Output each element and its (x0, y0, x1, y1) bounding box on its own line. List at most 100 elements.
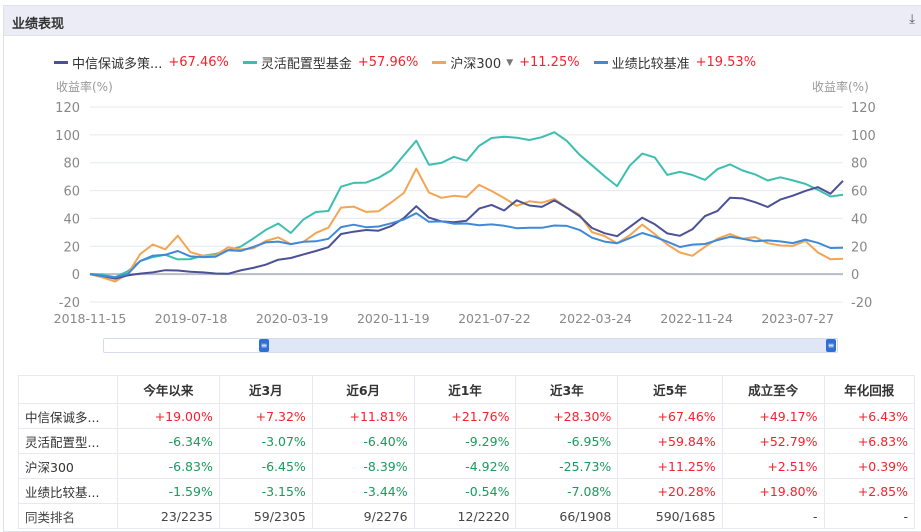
table-cell: -0.54% (413, 478, 517, 504)
legend-value: +11.25% (519, 55, 580, 70)
rank-row: 同类排名 23/2235 59/2305 9/2276 12/2220 66/1908 59… (18, 503, 916, 529)
row-label: 中信保诚多... (18, 403, 118, 429)
legend-item-benchmark[interactable]: 业绩比较基准 +19.53% (593, 53, 757, 72)
panel-header: 业绩表现 ⤓ (4, 6, 921, 36)
legend-value: +57.96% (357, 55, 419, 70)
legend-swatch (54, 61, 68, 64)
table-cell: +19.80% (721, 478, 825, 504)
column-header (18, 375, 118, 404)
legend-swatch (242, 61, 257, 64)
table-header-row: 今年以来 近3月 近6月 近1年 近3年 近5年 成立至今 年化回报 (18, 375, 916, 404)
y-tick-label-left: 60 (63, 185, 80, 200)
x-tick-label: 2022-03-24 (559, 311, 632, 326)
table-row: 中信保诚多... +19.00% +7.32% +11.81% +21.76% +28.3… (18, 403, 916, 429)
series-line (89, 167, 844, 283)
slider-handle-left[interactable]: ≡ (259, 339, 269, 352)
table-cell: -3.15% (218, 478, 313, 504)
table-row: 业绩比较基... -1.59% -3.15% -3.44% -0.54% -7.08% +2… (18, 478, 916, 504)
column-header: 近6月 (311, 375, 415, 404)
y-tick-label-right: 40 (851, 212, 868, 227)
table-cell: -6.83% (117, 453, 220, 479)
row-label: 业绩比较基... (18, 478, 118, 504)
y-axis-label-right: 收益率(%) (812, 80, 869, 94)
table-cell: +11.81% (311, 403, 415, 429)
caret-down-icon[interactable]: ▼ (506, 57, 514, 68)
x-tick-label: 2020-03-19 (256, 311, 329, 326)
table-row: 灵活配置型... -6.34% -3.07% -6.40% -9.29% -6.95% +5… (18, 428, 916, 454)
column-header: 年化回报 (823, 375, 916, 404)
table-row: 沪深300 -6.83% -6.45% -8.39% -4.92% -25.73% +11.… (18, 453, 916, 479)
table-cell: +0.39% (823, 453, 916, 479)
table-cell: +19.00% (117, 403, 220, 429)
table-cell: +11.25% (617, 453, 723, 479)
legend-label: 中信保诚多策... (72, 57, 163, 72)
y-tick-label-left: 0 (72, 268, 80, 283)
table-cell: 12/2220 (413, 503, 517, 529)
table-cell: +28.30% (515, 403, 619, 429)
y-tick-label-right: 0 (851, 268, 859, 283)
table-cell: 66/1908 (515, 503, 619, 529)
column-header: 近3月 (218, 375, 313, 404)
table-cell: 590/1685 (617, 503, 723, 529)
table-cell: +20.28% (617, 478, 723, 504)
range-slider[interactable]: ≡ ≡ (103, 338, 838, 353)
x-tick-label: 2023-07-27 (761, 311, 834, 326)
y-tick-label-right: 60 (851, 185, 868, 200)
y-axis-label-left: 收益率(%) (56, 80, 113, 94)
returns-table: 今年以来 近3月 近6月 近1年 近3年 近5年 成立至今 年化回报 中信保诚多... +19.… (18, 375, 916, 529)
table-cell: -6.95% (515, 428, 619, 454)
legend-item-fund[interactable]: 中信保诚多策... +67.46% (54, 53, 229, 72)
table-cell: -4.92% (413, 453, 517, 479)
table-cell: - (823, 503, 916, 529)
table-cell: +59.84% (617, 428, 723, 454)
legend-label: 沪深300 (450, 57, 502, 72)
series-line (89, 180, 844, 280)
table-cell: +6.83% (823, 428, 916, 454)
slider-selection[interactable] (264, 339, 830, 352)
table-cell: 9/2276 (311, 503, 415, 529)
y-tick-label-right: -20 (851, 296, 872, 311)
table-cell: -9.29% (413, 428, 517, 454)
column-header: 今年以来 (117, 375, 220, 404)
row-label: 灵活配置型... (18, 428, 118, 454)
table-cell: +6.43% (823, 403, 916, 429)
table-cell: -25.73% (515, 453, 619, 479)
x-tick-label: 2018-11-15 (54, 311, 127, 326)
x-tick-label: 2019-07-18 (155, 311, 228, 326)
slider-handle-right[interactable]: ≡ (826, 339, 836, 352)
table-cell: -8.39% (311, 453, 415, 479)
table-cell: -6.40% (311, 428, 415, 454)
download-icon[interactable]: ⤓ (909, 12, 915, 27)
y-tick-label-left: 40 (63, 212, 80, 227)
row-label: 同类排名 (18, 503, 118, 529)
table-cell: -1.59% (117, 478, 220, 504)
x-tick-label: 2020-11-19 (357, 311, 430, 326)
legend-label: 灵活配置型基金 (260, 57, 352, 72)
y-tick-label-right: 80 (851, 157, 868, 172)
x-tick-label: 2022-11-24 (660, 311, 733, 326)
legend-value: +67.46% (168, 55, 229, 70)
column-header: 近3年 (515, 375, 619, 404)
legend-value: +19.53% (695, 55, 757, 70)
table-cell: +49.17% (721, 403, 825, 429)
table-cell: +67.46% (617, 403, 723, 429)
series-line (89, 212, 844, 279)
table-cell: +7.32% (218, 403, 313, 429)
panel-title: 业绩表现 (12, 17, 65, 32)
table-cell: - (721, 503, 825, 529)
column-header: 近5年 (617, 375, 723, 404)
legend-item-index[interactable]: 沪深300 ▼ +11.25% (432, 53, 580, 72)
y-tick-label-left: 100 (55, 129, 80, 144)
y-tick-label-left: 80 (63, 157, 80, 172)
legend-item-category[interactable]: 灵活配置型基金 +57.96% (242, 53, 419, 72)
table-cell: +21.76% (413, 403, 517, 429)
chart-legend: 中信保诚多策... +67.46% 灵活配置型基金 +57.96% 沪深300 ▼ +1… (54, 53, 770, 72)
y-tick-label-right: 100 (851, 129, 876, 144)
column-header: 成立至今 (721, 375, 825, 404)
y-tick-label-right: 120 (851, 101, 876, 116)
y-tick-label-left: -20 (59, 296, 80, 311)
row-label: 沪深300 (18, 453, 118, 479)
column-header: 近1年 (413, 375, 517, 404)
table-cell: -3.07% (218, 428, 313, 454)
